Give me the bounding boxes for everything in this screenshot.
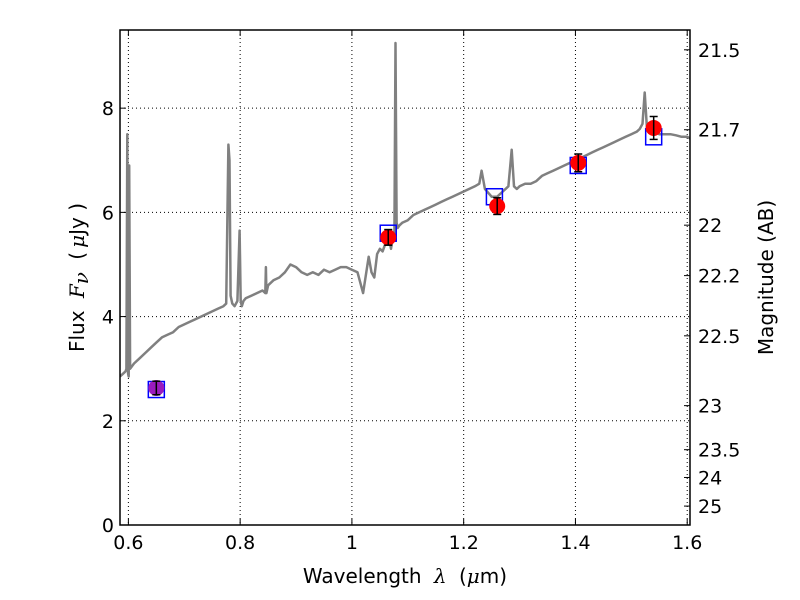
x-tick-label: 1.2 (449, 532, 479, 554)
y-tick-label: 8 (102, 98, 114, 120)
y2-tick-label: 21.5 (698, 40, 740, 62)
plot-frame (119, 29, 691, 526)
x-tick-label: 1.6 (672, 532, 702, 554)
spectrum-line (120, 41, 690, 378)
y2-tick-label: 24 (698, 467, 722, 489)
y2-tick-label: 25 (698, 496, 722, 518)
y2-tick-label: 23 (698, 396, 722, 418)
y-tick-label: 0 (102, 515, 114, 537)
x-tick-label: 1.4 (560, 532, 590, 554)
plot-area (120, 41, 690, 399)
x-tick-label: 0.6 (113, 532, 143, 554)
y2-tick-label: 21.7 (698, 120, 740, 142)
y-tick-label: 6 (102, 202, 114, 224)
grid (120, 30, 690, 525)
y2-tick-label: 22.5 (698, 326, 740, 348)
y2-tick-label: 22.2 (698, 266, 740, 288)
y2-tick-label: 22 (698, 215, 722, 237)
x-axis-label: Wavelength λ (μm) (303, 564, 507, 588)
x-tick-label: 1 (346, 532, 358, 554)
photometry-points (148, 115, 662, 396)
y2-axis-label: Magnitude (AB) (754, 200, 778, 355)
y-tick-label: 4 (102, 307, 114, 329)
y-tick-label: 2 (102, 411, 114, 433)
x-tick-label: 0.8 (225, 532, 255, 554)
y2-tick-label: 23.5 (698, 440, 740, 462)
axis-ticks: 0.6 0.8 1 1.2 1.4 1.60246821.521.72222.222.52… (102, 30, 740, 554)
y-axis-label: Flux Fν (μJy ) (65, 203, 93, 352)
